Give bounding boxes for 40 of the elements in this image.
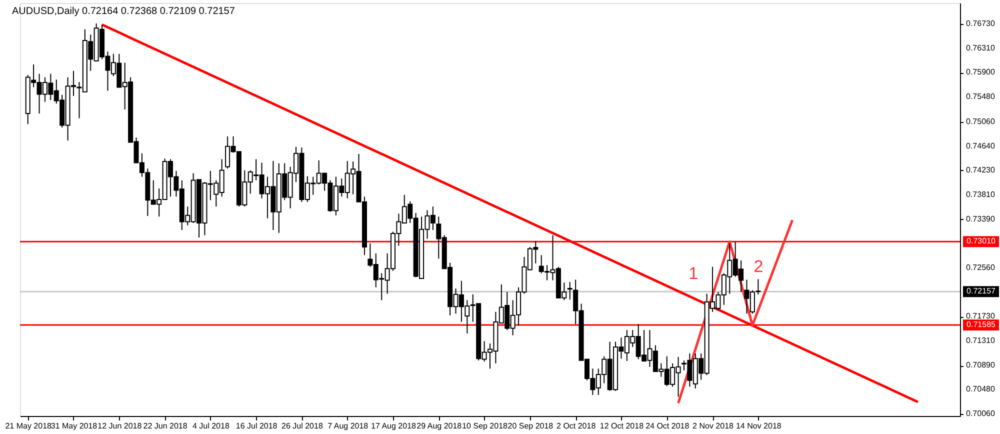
y-tick-label: 0.73390 [966,214,996,224]
y-tick-label: 0.74230 [966,165,996,174]
x-tick-label: 31 May 2018 [50,422,98,430]
x-tick-label: 12 Oct 2018 [600,422,644,430]
x-tick-label: 29 Aug 2018 [416,422,462,430]
annotation: 2 [754,256,764,276]
y-tick-label: 0.75480 [966,92,996,102]
y-tick-label: 0.76310 [966,44,996,53]
x-tick-label: 14 Nov 2018 [736,422,782,430]
chart-title: AUDUSD,Daily 0.72164 0.72368 0.72109 0.72157 [12,6,236,17]
y-tick-label: 0.73810 [966,190,996,199]
y-tick-label: 0.72560 [966,263,996,272]
ref-line-label: 0.72157 [966,286,996,296]
x-tick-label: 20 Sep 2018 [508,422,554,430]
x-tick-label: 24 Oct 2018 [646,422,690,430]
y-tick-label: 0.75060 [966,116,996,126]
y-tick-label: 0.71310 [966,336,996,346]
y-tick-label: 0.76730 [966,19,996,28]
x-tick-label: 4 Jul 2018 [192,422,230,430]
line-series [677,218,794,404]
ref-line-label: 0.71585 [966,320,996,330]
y-tick-label: 0.75900 [966,68,996,77]
x-tick-label: 2 Nov 2018 [692,422,734,430]
candlestick [567,282,572,300]
x-tick-label: 16 Jul 2018 [236,422,278,430]
x-tick-label: 22 Jun 2018 [143,422,188,430]
y-tick-label: 0.70060 [966,409,996,418]
x-tick-label: 12 Jun 2018 [98,422,142,430]
x-tick-label: 2 Oct 2018 [556,422,596,430]
y-tick-label: 0.71730 [966,312,996,321]
y-tick-label: 0.70890 [966,360,996,370]
y-tick-label: 0.74640 [966,141,996,150]
x-tick-label: 26 Jul 2018 [282,422,324,430]
ref-line-label: 0.73010 [966,236,996,246]
y-tick-label: 0.70480 [966,384,996,394]
x-tick-label: 7 Aug 2018 [328,422,369,430]
x-tick-label: 21 May 2018 [5,422,52,430]
annotation: 1 [688,264,698,283]
x-tick-label: 17 Aug 2018 [371,422,417,430]
x-tick-label: 10 Sep 2018 [462,422,508,430]
